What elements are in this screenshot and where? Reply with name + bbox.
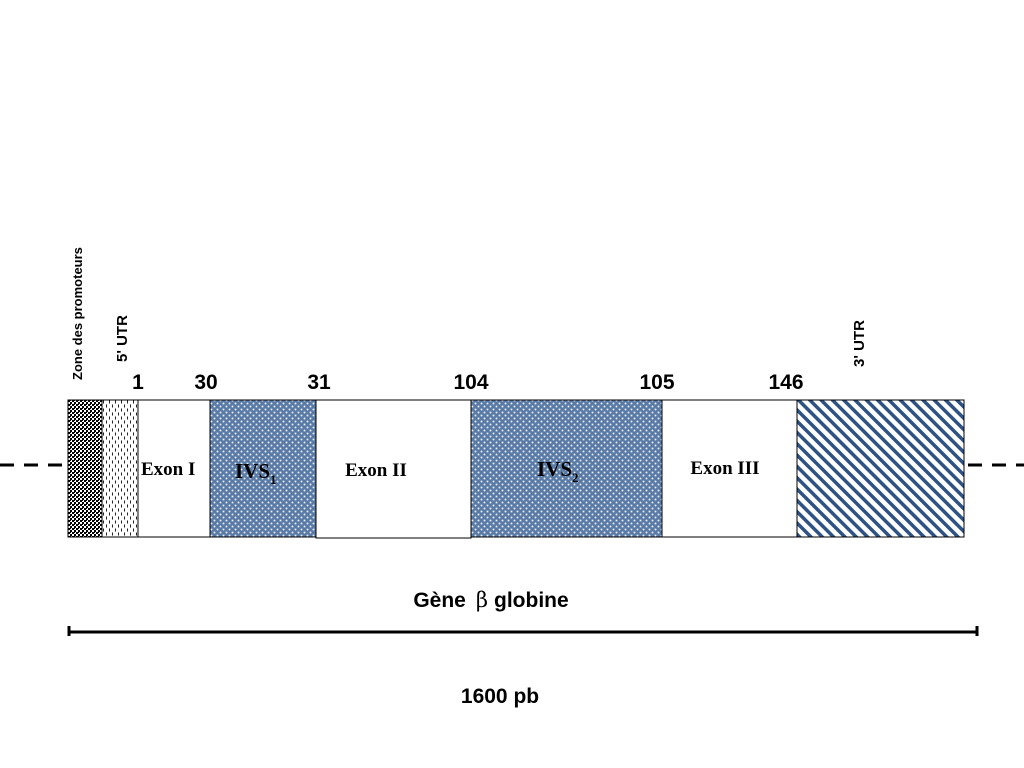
promoter-zone-label: Zone des promoteurs [70, 247, 85, 380]
exon1-label: Exon I [141, 459, 195, 480]
utr3-label: 3' UTR [851, 320, 868, 367]
codon-number: 30 [194, 371, 217, 394]
utr3-segment [796, 399, 965, 538]
gene-title-prefix: Gène [413, 589, 466, 612]
length-label: 1600 pb [461, 685, 539, 708]
exon3-label: Exon III [690, 458, 759, 479]
codon-number: 146 [768, 371, 803, 394]
promoter-zone-segment [67, 399, 103, 538]
ivs1-label-subscript: 1 [270, 472, 277, 487]
ivs2-segment [470, 399, 663, 538]
utr5-segment [101, 399, 139, 538]
ivs2-label: IVS2 [537, 457, 579, 485]
codon-number: 1 [132, 371, 144, 394]
ivs2-label-subscript: 2 [572, 470, 579, 485]
ivs1-segment [209, 399, 317, 538]
gene-title-beta-symbol: β [476, 588, 488, 612]
ivs1-label: IVS1 [235, 459, 277, 487]
exon2-label: Exon II [345, 460, 407, 481]
length-scale-bar [67, 626, 979, 636]
codon-number: 105 [639, 371, 674, 394]
gene-title-suffix: globine [494, 589, 569, 612]
codon-number: 104 [453, 371, 488, 394]
utr5-label: 5' UTR [114, 315, 131, 362]
ivs1-label-base: IVS [235, 459, 270, 483]
codon-number: 31 [307, 371, 331, 394]
gene-title: Gène β globine [413, 588, 568, 612]
ivs2-label-base: IVS [537, 457, 572, 481]
exon3-segment [661, 399, 798, 538]
